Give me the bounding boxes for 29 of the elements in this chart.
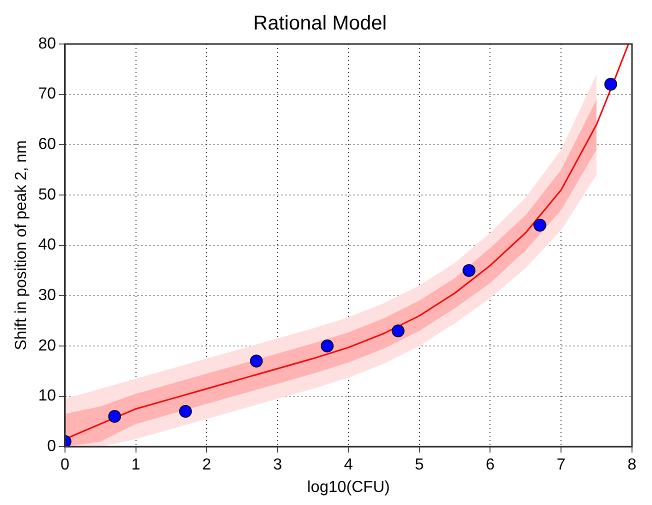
point <box>533 218 546 232</box>
y-tick-label: 80 <box>38 35 56 52</box>
y-tick-label: 10 <box>38 388 56 405</box>
x-tick-label: 6 <box>486 456 495 474</box>
y-tick-label: 50 <box>38 186 56 204</box>
point <box>392 324 405 338</box>
y-tick-label: 70 <box>38 86 56 103</box>
point <box>108 410 122 423</box>
y-tick-label: 20 <box>38 337 56 354</box>
chart-title: Rational Model <box>253 12 387 35</box>
y-axis-title: Shift in position of peak 2, nm <box>13 140 30 350</box>
y-tick-label: 40 <box>38 236 56 254</box>
point <box>179 404 192 418</box>
point <box>604 78 618 91</box>
x-tick-label: 7 <box>556 456 566 474</box>
x-tick-label: 0 <box>60 456 70 474</box>
point <box>462 264 476 277</box>
point <box>250 354 263 368</box>
x-tick-label: 4 <box>344 456 354 474</box>
x-axis-title: log10(CFU) <box>307 478 390 496</box>
x-tick-label: 8 <box>628 456 637 474</box>
y-tick-label: 60 <box>38 136 56 154</box>
x-tick-label: 2 <box>202 456 212 474</box>
x-tick-label: 1 <box>131 456 140 474</box>
x-tick-label: 3 <box>273 456 282 474</box>
y-tick-label: 30 <box>38 287 56 304</box>
x-tick-label: 5 <box>414 456 424 474</box>
y-tick-label: 0 <box>47 438 56 456</box>
point <box>320 340 334 352</box>
